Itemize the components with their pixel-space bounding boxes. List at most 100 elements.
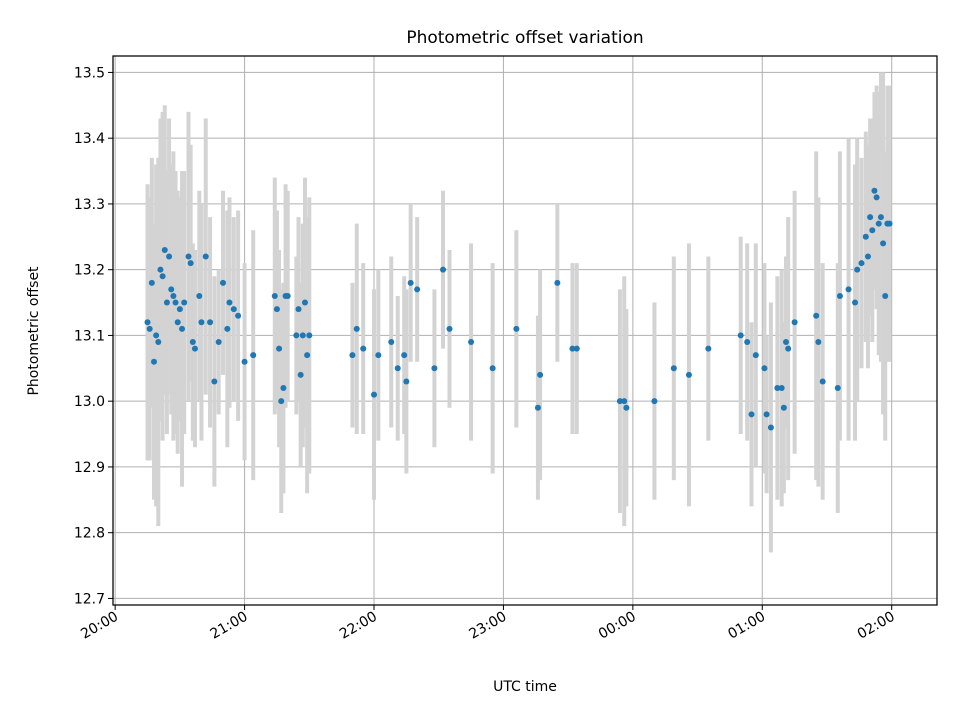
y-axis-ticks: 12.7 12.8 12.9 13.0 13.1 13.2 13.3 13.4 13.5: [74, 65, 113, 607]
y-tick-label: 13.2: [74, 263, 105, 279]
data-point: [273, 306, 280, 313]
x-tick-label: 02:00: [855, 609, 898, 643]
data-point: [834, 385, 841, 392]
data-point: [616, 398, 623, 405]
data-point: [744, 339, 751, 346]
data-point: [858, 260, 865, 267]
data-point: [819, 378, 826, 385]
data-point: [670, 365, 677, 372]
data-point: [785, 345, 792, 352]
data-point: [864, 253, 871, 260]
data-point: [783, 339, 790, 346]
data-point: [174, 319, 181, 326]
data-point: [651, 398, 658, 405]
y-tick-label: 12.8: [74, 526, 105, 542]
error-bars: [145, 72, 892, 553]
data-point: [189, 339, 196, 346]
data-point: [875, 220, 882, 227]
data-point: [873, 194, 880, 201]
data-point: [871, 187, 878, 194]
plot-frame: [112, 55, 938, 606]
y-tick-label: 13.4: [74, 131, 105, 147]
x-tick-label: 20:00: [78, 609, 121, 643]
x-axis-label: UTC time: [493, 679, 557, 695]
data-point: [685, 371, 692, 378]
y-tick-label: 13.1: [74, 328, 105, 344]
data-point: [403, 378, 410, 385]
x-tick-label: 00:00: [596, 609, 639, 643]
data-point: [537, 371, 544, 378]
data-point: [414, 286, 421, 293]
y-tick-label: 13.5: [74, 65, 105, 81]
data-point: [752, 352, 759, 359]
data-point: [877, 214, 884, 221]
data-point: [207, 319, 214, 326]
data-point: [276, 345, 283, 352]
y-axis-label: Photometric offset: [26, 266, 42, 396]
data-point: [763, 411, 770, 418]
y-tick-label: 13.3: [74, 197, 105, 213]
data-point: [166, 253, 173, 260]
data-point: [211, 378, 218, 385]
data-point: [767, 424, 774, 431]
data-point: [153, 332, 160, 339]
data-point: [468, 339, 475, 346]
data-point: [705, 345, 712, 352]
data-point: [144, 319, 151, 326]
data-point: [146, 325, 153, 332]
data-point: [440, 266, 447, 273]
data-point: [293, 332, 300, 339]
data-point: [554, 279, 561, 286]
x-axis-ticks: 20:00 21:00 22:00 23:00 00:00 01:00 02:00: [78, 605, 898, 643]
data-point: [569, 345, 576, 352]
data-point: [179, 325, 186, 332]
data-point: [778, 385, 785, 392]
data-point: [168, 286, 175, 293]
x-tick-label: 23:00: [466, 609, 509, 643]
data-point: [869, 227, 876, 234]
data-point: [513, 325, 520, 332]
data-point: [181, 299, 188, 306]
data-point: [394, 365, 401, 372]
data-point: [304, 352, 311, 359]
chart-title: Photometric offset variation: [406, 28, 643, 48]
data-point: [176, 306, 183, 313]
data-point: [215, 339, 222, 346]
data-point: [401, 352, 408, 359]
data-point: [163, 299, 170, 306]
data-point: [774, 385, 781, 392]
data-point: [150, 358, 157, 365]
data-point: [280, 385, 287, 392]
data-point: [388, 339, 395, 346]
data-point: [886, 220, 893, 227]
data-point: [431, 365, 438, 372]
data-point: [235, 312, 242, 319]
data-point: [353, 325, 360, 332]
data-point: [836, 292, 843, 299]
data-point: [375, 352, 382, 359]
data-point: [148, 279, 155, 286]
data-point: [301, 299, 308, 306]
data-point: [297, 371, 304, 378]
data-point: [187, 260, 194, 267]
x-tick-label: 22:00: [337, 609, 380, 643]
data-point: [748, 411, 755, 418]
data-point: [349, 352, 356, 359]
data-point: [815, 339, 822, 346]
data-point: [882, 292, 889, 299]
data-point: [155, 339, 162, 346]
data-point: [867, 214, 874, 221]
data-point: [295, 306, 302, 313]
data-point: [862, 233, 869, 240]
data-point: [250, 352, 257, 359]
data-point: [161, 246, 168, 253]
y-gridlines: [113, 71, 937, 599]
data-point: [172, 299, 179, 306]
data-point: [220, 279, 227, 286]
data-point: [306, 332, 313, 339]
data-point: [621, 398, 628, 405]
data-point: [241, 358, 248, 365]
data-point: [845, 286, 852, 293]
data-point: [446, 325, 453, 332]
data-point: [191, 345, 198, 352]
